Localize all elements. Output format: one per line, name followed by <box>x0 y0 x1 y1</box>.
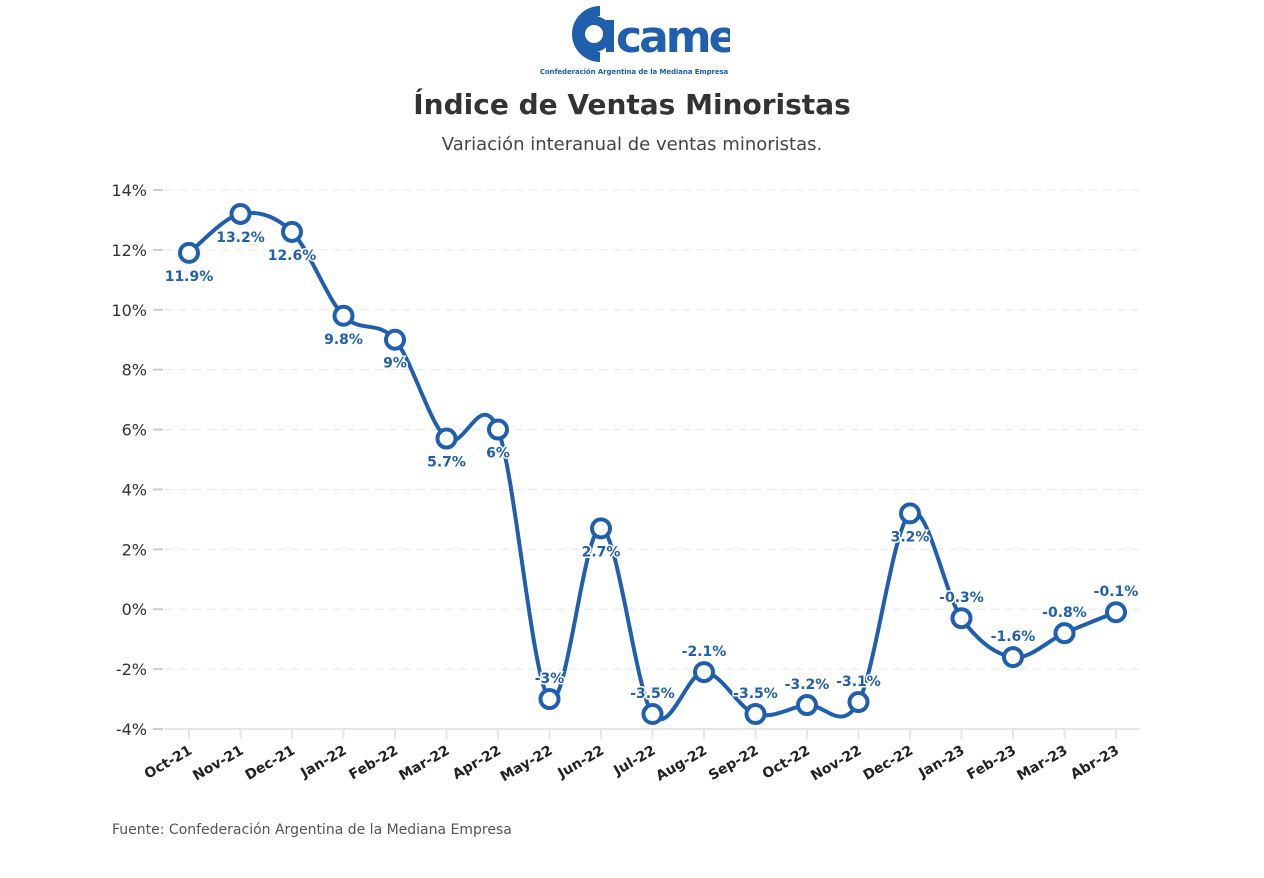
data-label: 9.8% <box>324 332 363 348</box>
y-tick-label: 8% <box>122 361 147 380</box>
chart-title: Índice de Ventas Minoristas <box>413 88 851 121</box>
chart-subtitle: Variación interanual de ventas minorista… <box>441 134 823 155</box>
y-tick-label: 4% <box>122 480 147 499</box>
data-label: -3% <box>535 671 565 687</box>
data-point[interactable] <box>693 661 715 684</box>
logo-tagline: Confederación Argentina de la Mediana Em… <box>539 68 729 76</box>
source-note: Fuente: Confederación Argentina de la Me… <box>112 822 512 838</box>
data-labels: 11.9%13.2%12.6%9.8%9%5.7%6%-3%2.7%-3.5%-… <box>163 228 1140 703</box>
data-label: -1.6% <box>991 629 1036 645</box>
data-label: 11.9% <box>165 269 214 285</box>
data-point[interactable] <box>332 304 355 327</box>
logo-wordmark: came <box>616 12 730 63</box>
x-tick-label: Jan-23 <box>915 743 967 782</box>
data-label: 5.7% <box>427 455 466 471</box>
data-label: -0.8% <box>1042 605 1087 621</box>
data-point[interactable] <box>847 691 870 714</box>
y-tick-label: 0% <box>122 600 147 619</box>
data-point[interactable] <box>744 703 767 726</box>
x-tick-label: Nov-22 <box>808 743 864 785</box>
data-label: -3.1% <box>836 674 881 690</box>
x-tick-label: May-22 <box>498 743 556 786</box>
data-point[interactable] <box>1105 601 1127 624</box>
data-label: 6% <box>486 446 510 462</box>
data-label: -3.5% <box>733 686 778 702</box>
data-label: 13.2% <box>216 230 265 246</box>
data-label: -2.1% <box>682 644 727 660</box>
x-tick-label: Feb-23 <box>964 743 1019 784</box>
data-label: 2.7% <box>582 544 621 560</box>
came-logo: came <box>538 0 740 80</box>
y-tick-label: 10% <box>111 301 147 320</box>
data-point[interactable] <box>590 517 612 540</box>
y-tick-label: 12% <box>111 241 147 260</box>
x-tick-label: Nov-21 <box>190 743 246 785</box>
x-tick-label: Mar-22 <box>396 743 452 785</box>
data-label: -0.1% <box>1094 584 1139 600</box>
data-point[interactable] <box>281 220 303 243</box>
data-point[interactable] <box>796 694 818 717</box>
x-tick-label: Oct-22 <box>760 743 813 783</box>
y-tick-label: -4% <box>116 720 147 739</box>
y-tick-label: 14% <box>111 181 147 200</box>
y-tick-label: -2% <box>116 660 147 679</box>
x-tick-label: Dec-21 <box>243 743 298 784</box>
data-point[interactable] <box>487 418 509 441</box>
y-tick-label: 6% <box>122 421 147 440</box>
data-points <box>178 202 1127 726</box>
y-tick-label: 2% <box>122 540 147 559</box>
data-point[interactable] <box>538 688 561 711</box>
x-tick-label: Mar-23 <box>1014 743 1070 785</box>
data-point[interactable] <box>178 241 200 264</box>
x-tick-label: Apr-22 <box>450 743 504 783</box>
data-point[interactable] <box>950 607 973 630</box>
series-line <box>187 210 1118 722</box>
x-tick-label: Oct-21 <box>142 743 195 783</box>
y-axis: -4% -2% 0% 2% 4% 6% 8% 10% 12% 14% <box>111 181 163 739</box>
x-tick-label: Jul-22 <box>610 743 658 780</box>
x-tick-label: Feb-22 <box>346 743 401 784</box>
x-tick-label: Aug-22 <box>653 743 710 785</box>
data-label: -0.3% <box>939 590 984 606</box>
data-label: -3.5% <box>630 686 675 702</box>
data-point[interactable] <box>435 427 458 450</box>
x-tick-label: Sep-22 <box>706 743 762 784</box>
data-label: 12.6% <box>268 248 317 264</box>
data-label: 3.2% <box>891 529 930 545</box>
data-label: -3.2% <box>785 677 830 693</box>
x-tick-label: Abr-23 <box>1068 743 1122 783</box>
data-label: 9% <box>383 356 407 372</box>
data-point[interactable] <box>641 703 664 726</box>
x-tick-label: Dec-22 <box>861 743 916 784</box>
data-point[interactable] <box>384 328 406 351</box>
x-tick-label: Jun-22 <box>554 743 607 783</box>
data-point[interactable] <box>229 202 252 225</box>
data-point[interactable] <box>899 502 921 525</box>
came-logo-mark: came <box>572 6 740 63</box>
data-point[interactable] <box>1053 622 1076 645</box>
data-point[interactable] <box>1002 646 1024 669</box>
x-tick-label: Jan-22 <box>297 743 349 782</box>
